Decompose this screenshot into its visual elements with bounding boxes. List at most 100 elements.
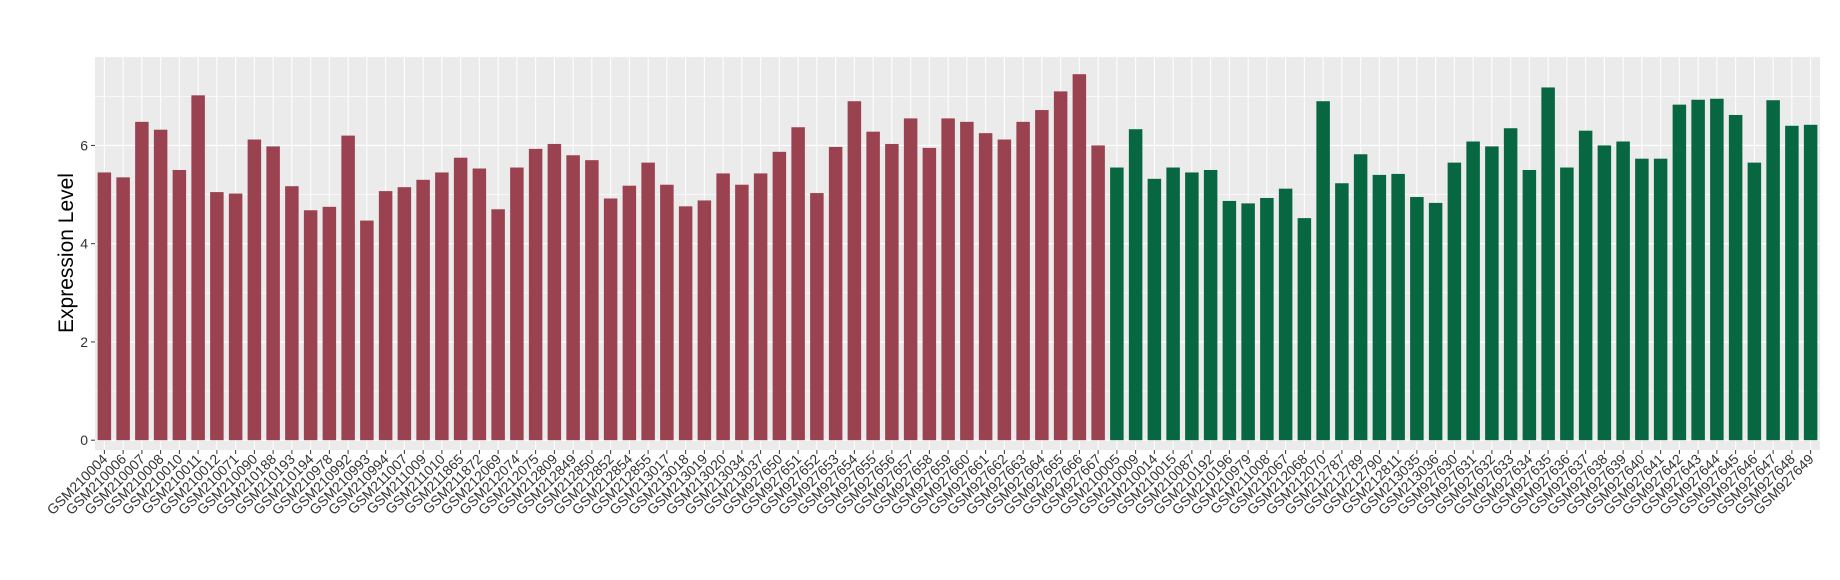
bar-GSM210010 bbox=[172, 169, 187, 441]
bar-GSM927644 bbox=[1710, 98, 1724, 441]
bar-GSM927635 bbox=[1541, 87, 1555, 441]
bar-GSM927639 bbox=[1616, 141, 1630, 441]
bar-GSM927662 bbox=[997, 139, 1012, 441]
bar-GSM927660 bbox=[960, 121, 974, 441]
bar-GSM927633 bbox=[1503, 128, 1518, 441]
bar-GSM213020 bbox=[716, 173, 730, 441]
bars bbox=[97, 74, 1818, 441]
bar-GSM927649 bbox=[1803, 124, 1818, 441]
bar-GSM213018 bbox=[678, 206, 693, 441]
bar-GSM212854 bbox=[622, 185, 637, 441]
bar-GSM212855 bbox=[641, 162, 655, 441]
bar-GSM210005 bbox=[1110, 167, 1124, 441]
bar-GSM212067 bbox=[1278, 188, 1293, 441]
bar-GSM927666 bbox=[1072, 74, 1087, 441]
bar-GSM927651 bbox=[791, 127, 805, 441]
bar-GSM927661 bbox=[978, 133, 993, 441]
bar-GSM211007 bbox=[397, 187, 412, 441]
bar-GSM210090 bbox=[247, 139, 262, 441]
bar-GSM212070 bbox=[1316, 101, 1330, 441]
y-axis: 0 2 4 6 bbox=[80, 137, 95, 448]
bar-GSM927638 bbox=[1597, 145, 1612, 441]
bar-GSM213035 bbox=[1410, 197, 1424, 441]
bar-GSM927634 bbox=[1522, 169, 1537, 441]
bar-GSM210008 bbox=[153, 129, 168, 441]
x-axis: GSM210004GSM210006GSM210007GSM210008GSM2… bbox=[44, 450, 1817, 518]
y-tick-label: 4 bbox=[80, 236, 88, 252]
bar-GSM211865 bbox=[453, 157, 468, 441]
bar-GSM212811 bbox=[1391, 173, 1405, 441]
bar-GSM927645 bbox=[1728, 114, 1743, 441]
bar-GSM210015 bbox=[1166, 167, 1180, 441]
bar-GSM212852 bbox=[603, 198, 618, 441]
bar-GSM210071 bbox=[228, 193, 243, 441]
bar-GSM212075 bbox=[528, 148, 543, 441]
bar-GSM927632 bbox=[1485, 146, 1499, 441]
bar-GSM927653 bbox=[828, 146, 843, 441]
y-tick-label: 6 bbox=[80, 137, 88, 153]
bar-GSM927652 bbox=[810, 193, 824, 441]
bar-GSM210087 bbox=[1185, 172, 1199, 441]
bar-GSM927654 bbox=[847, 101, 862, 441]
bar-GSM213036 bbox=[1428, 202, 1443, 441]
bar-GSM212849 bbox=[566, 155, 580, 441]
bar-GSM927667 bbox=[1091, 145, 1105, 441]
bar-GSM210994 bbox=[378, 191, 393, 441]
bar-GSM211009 bbox=[416, 179, 430, 441]
bar-GSM212790 bbox=[1372, 174, 1387, 441]
bar-GSM210196 bbox=[1222, 200, 1237, 441]
bar-GSM210188 bbox=[266, 146, 280, 441]
bar-GSM927659 bbox=[941, 118, 955, 441]
bar-GSM210992 bbox=[341, 135, 355, 441]
bar-GSM927646 bbox=[1747, 162, 1762, 441]
bar-GSM927630 bbox=[1447, 162, 1462, 441]
bar-GSM212787 bbox=[1335, 183, 1349, 441]
y-tick-label: 0 bbox=[80, 432, 88, 448]
bar-GSM210014 bbox=[1147, 178, 1162, 441]
bar-GSM212789 bbox=[1353, 154, 1368, 441]
bar-GSM927642 bbox=[1672, 104, 1687, 441]
bar-GSM927656 bbox=[885, 143, 899, 441]
bar-GSM927637 bbox=[1578, 130, 1593, 441]
bar-GSM927665 bbox=[1053, 91, 1068, 441]
bar-GSM211008 bbox=[1260, 197, 1274, 441]
bar-GSM212850 bbox=[585, 160, 599, 441]
bar-GSM210193 bbox=[285, 186, 299, 441]
bar-GSM213034 bbox=[735, 184, 749, 441]
bar-GSM210009 bbox=[1128, 129, 1143, 441]
bar-GSM210007 bbox=[135, 121, 149, 441]
bar-GSM212809 bbox=[547, 143, 562, 441]
bar-GSM213019 bbox=[697, 200, 712, 441]
bar-GSM927640 bbox=[1635, 158, 1649, 441]
bar-GSM210004 bbox=[97, 172, 112, 441]
bar-GSM210192 bbox=[1203, 169, 1218, 441]
bar-GSM927648 bbox=[1785, 125, 1799, 441]
bar-GSM927658 bbox=[922, 147, 937, 441]
bar-GSM927636 bbox=[1560, 167, 1574, 441]
bar-GSM927647 bbox=[1766, 100, 1780, 441]
y-tick-label: 2 bbox=[80, 334, 88, 350]
bar-GSM212068 bbox=[1297, 218, 1312, 441]
bar-GSM210978 bbox=[322, 206, 337, 441]
bar-GSM927641 bbox=[1653, 158, 1668, 441]
bar-GSM213017 bbox=[660, 184, 674, 441]
bar-GSM211010 bbox=[435, 172, 449, 441]
bar-GSM927631 bbox=[1466, 141, 1480, 441]
bar-GSM211872 bbox=[472, 168, 487, 441]
bar-GSM212074 bbox=[510, 167, 524, 441]
bar-GSM210993 bbox=[360, 220, 374, 441]
y-axis-title: Expression Level bbox=[55, 173, 78, 333]
bar-GSM927663 bbox=[1016, 121, 1030, 441]
bar-GSM210006 bbox=[116, 177, 130, 441]
bar-GSM927657 bbox=[903, 118, 918, 441]
bar-GSM210012 bbox=[210, 192, 224, 441]
bar-GSM927643 bbox=[1691, 99, 1705, 441]
bar-GSM212069 bbox=[491, 209, 505, 441]
bar-GSM927655 bbox=[866, 131, 880, 441]
bar-GSM210011 bbox=[191, 95, 205, 441]
bar-GSM927664 bbox=[1035, 110, 1049, 441]
bar-GSM927650 bbox=[772, 151, 787, 441]
bar-GSM210979 bbox=[1241, 203, 1255, 441]
bar-GSM210194 bbox=[303, 210, 318, 441]
